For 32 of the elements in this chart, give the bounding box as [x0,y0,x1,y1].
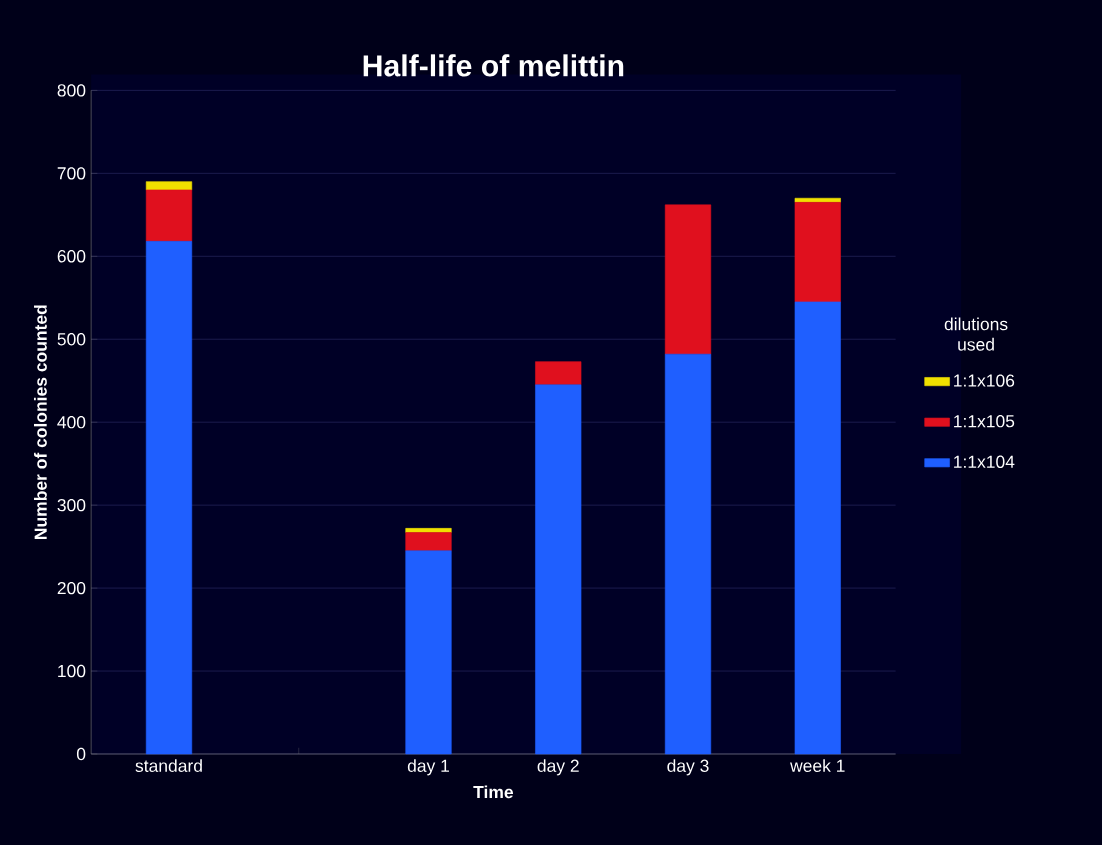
x-tick-label: day 2 [537,759,579,776]
bar [535,384,582,755]
y-tick-label: 800 [57,84,86,97]
x-tick-label: week 1 [790,759,845,772]
bar [145,181,193,191]
legend-label: 1:1x106 [954,374,1015,387]
bar [664,353,712,755]
x-tick-label: day 1 [407,759,449,776]
bar [405,550,452,755]
bar [405,532,452,551]
y-tick-label: 0 [76,747,86,761]
bar [794,301,841,755]
bar [535,361,582,386]
y-tick-label: 600 [57,250,86,263]
y-tick-label: 200 [57,581,86,595]
chart-title: Half-life of melittin [363,54,624,77]
x-axis-title: Time [473,785,514,799]
legend-label: 1:1x105 [954,414,1015,428]
y-tick-label: 300 [57,498,86,512]
y-tick-label: 700 [57,167,86,180]
x-tick-label: day 3 [667,759,709,776]
legend-title: dilutions used [944,317,1008,351]
y-tick-label: 400 [57,415,86,429]
bar [145,241,193,755]
bar [145,189,193,242]
y-tick-label: 100 [58,664,86,678]
bar [664,204,712,355]
bar [794,202,841,303]
y-tick-label: 500 [57,333,86,346]
y-axis-title: Number of colonies counted [34,305,47,539]
x-tick-label: standard [135,759,202,772]
legend-label: 1:1x104 [954,455,1015,468]
